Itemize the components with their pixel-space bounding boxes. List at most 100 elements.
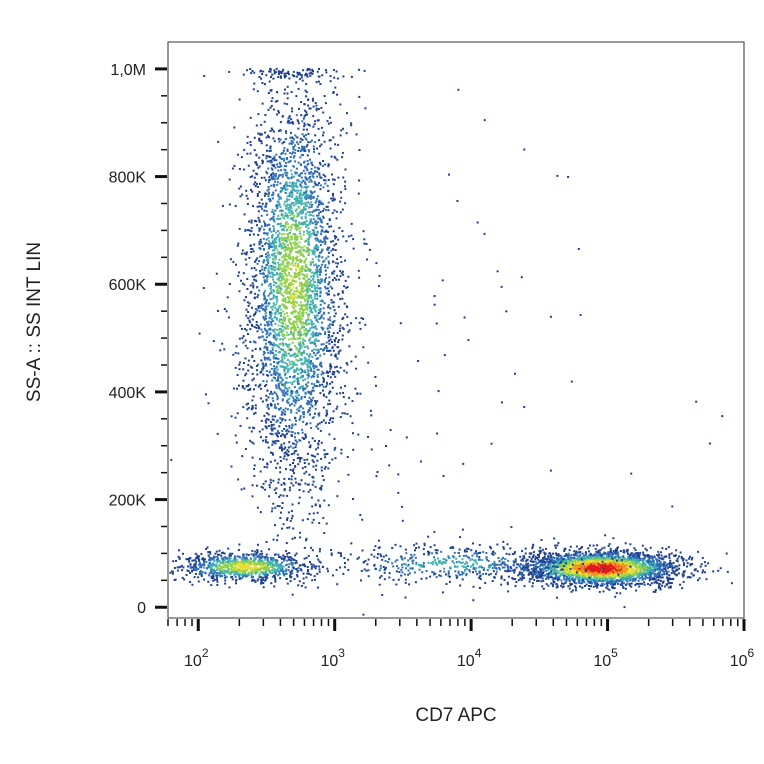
event-dot	[292, 187, 295, 190]
event-dot	[286, 200, 288, 203]
event-dot	[327, 304, 330, 307]
event-dot	[347, 330, 350, 333]
event-dot	[265, 441, 267, 444]
event-dot	[216, 574, 219, 577]
event-dot	[305, 281, 308, 284]
event-dot	[278, 505, 281, 508]
event-dot	[285, 132, 288, 135]
event-dot	[265, 364, 268, 367]
event-dot	[292, 462, 294, 464]
event-dot	[374, 376, 377, 378]
event-dot	[274, 240, 277, 243]
event-dot	[339, 324, 342, 327]
event-dot	[264, 205, 267, 208]
event-dot	[265, 562, 268, 565]
event-dot	[185, 558, 188, 561]
event-dot	[238, 363, 241, 366]
event-dot	[259, 553, 262, 556]
event-dot	[279, 407, 282, 410]
event-dot	[307, 201, 310, 204]
event-dot	[548, 576, 551, 579]
event-dot	[288, 198, 291, 201]
event-dot	[277, 267, 280, 270]
event-dot	[279, 182, 282, 185]
event-dot	[282, 342, 285, 345]
event-dot	[256, 205, 259, 208]
event-dot	[265, 357, 268, 360]
event-dot	[319, 292, 322, 295]
event-dot	[299, 417, 302, 420]
event-dot	[298, 387, 301, 390]
event-dot	[305, 111, 308, 114]
event-dot	[322, 111, 325, 114]
event-dot	[272, 372, 275, 375]
event-dot	[298, 199, 301, 202]
event-dot	[271, 560, 274, 563]
event-dot	[287, 295, 289, 298]
event-dot	[266, 389, 269, 392]
event-dot	[326, 120, 329, 123]
event-dot	[276, 289, 279, 292]
event-dot	[286, 582, 289, 585]
event-dot	[305, 423, 308, 426]
event-dot	[300, 295, 303, 298]
event-dot	[281, 411, 284, 414]
event-dot	[308, 409, 311, 412]
event-dot	[307, 242, 310, 245]
event-dot	[312, 352, 315, 354]
event-dot	[268, 178, 271, 181]
event-dot	[246, 323, 249, 326]
event-dot	[297, 122, 300, 125]
event-dot	[292, 376, 295, 379]
event-dot	[337, 278, 340, 281]
event-dot	[282, 383, 285, 386]
event-dot	[339, 416, 342, 418]
event-dot	[265, 241, 268, 244]
event-dot	[317, 321, 320, 324]
event-dot	[276, 99, 279, 102]
event-dot	[259, 387, 262, 390]
event-dot	[324, 179, 327, 182]
event-dot	[273, 185, 276, 188]
event-dot	[271, 320, 274, 323]
event-dot	[587, 547, 590, 550]
event-dot	[278, 495, 281, 498]
event-dot	[275, 361, 278, 364]
event-dot	[281, 303, 284, 306]
event-dot	[246, 288, 249, 290]
event-dot	[277, 566, 280, 569]
event-dot	[279, 121, 282, 124]
event-dot	[210, 584, 213, 587]
event-dot	[326, 237, 329, 240]
event-dot	[293, 558, 296, 561]
event-dot	[274, 247, 277, 250]
event-dot	[343, 285, 346, 288]
event-dot	[295, 167, 298, 170]
event-dot	[255, 124, 258, 127]
event-dot	[307, 318, 309, 321]
event-dot	[284, 446, 287, 449]
event-dot	[246, 197, 249, 200]
event-dot	[246, 141, 249, 144]
event-dot	[304, 378, 307, 381]
event-dot	[296, 337, 299, 340]
event-dot	[299, 292, 302, 295]
event-dot	[246, 69, 249, 72]
event-dot	[301, 369, 303, 372]
event-dot	[276, 368, 279, 371]
event-dot	[310, 382, 313, 385]
event-dot	[267, 108, 270, 111]
event-dot	[311, 405, 314, 408]
event-dot	[271, 507, 274, 510]
event-dot	[255, 321, 258, 323]
event-dot	[254, 292, 257, 295]
event-dot	[364, 107, 367, 110]
event-dot	[290, 482, 293, 485]
event-dot	[305, 298, 308, 301]
event-dot	[283, 389, 286, 392]
event-dot	[302, 339, 305, 342]
event-dot	[319, 244, 322, 246]
event-dot	[283, 357, 286, 360]
event-dot	[296, 250, 299, 253]
event-dot	[290, 226, 293, 229]
